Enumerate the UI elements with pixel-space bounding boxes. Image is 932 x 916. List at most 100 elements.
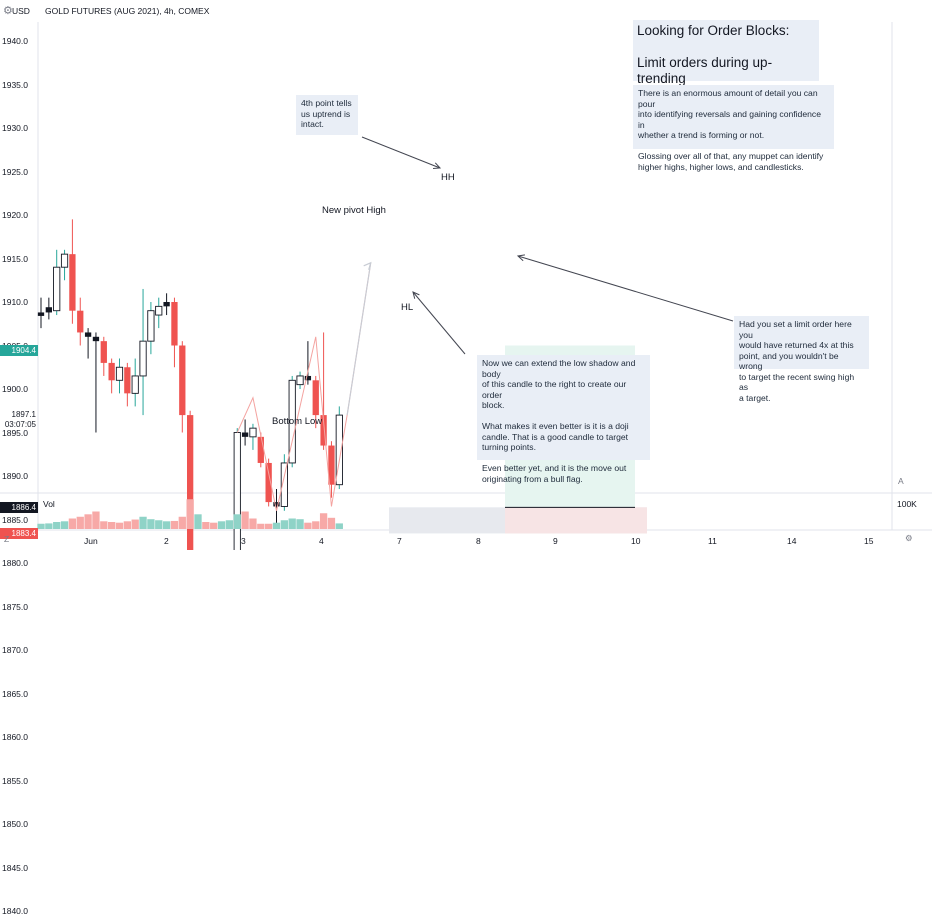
- time-tick-label: 11: [708, 536, 717, 546]
- volume-bar: [233, 514, 241, 529]
- price-tick-label: 1860.0: [2, 732, 28, 742]
- volume-bar: [265, 523, 273, 529]
- volume-bar: [108, 522, 116, 529]
- candle-body: [60, 253, 69, 268]
- label-new-pivot-high: New pivot High: [322, 205, 386, 216]
- candle-body: [312, 380, 319, 416]
- fourth-point-annotation[interactable]: 4th point tells us uptrend is intact.: [296, 95, 358, 135]
- price-tick-label: 1925.0: [2, 166, 28, 177]
- limit-order-annotation[interactable]: Had you set a limit order here you would…: [734, 316, 869, 403]
- label-hh: HH: [441, 172, 455, 183]
- volume-bar: [147, 519, 155, 529]
- time-tick-label: Jun: [84, 536, 98, 546]
- volume-bar: [288, 518, 296, 529]
- candle-body: [273, 502, 280, 507]
- candle-body: [328, 445, 335, 485]
- arrow-to-candle-head: [516, 254, 525, 262]
- volume-bar: [210, 522, 218, 529]
- volume-bar: [84, 514, 92, 529]
- price-tick-label: 1920.0: [2, 210, 28, 220]
- order-block-annotation[interactable]: Now we can extend the low shadow and bod…: [477, 355, 650, 484]
- settings-gear-icon[interactable]: ⚙: [3, 5, 13, 17]
- time-tick-label: 4: [319, 536, 324, 546]
- volume-bar: [100, 521, 108, 529]
- candle-body: [147, 310, 155, 342]
- volume-bar: [123, 521, 131, 529]
- countdown-timer-label: 03:07:05: [4, 419, 36, 429]
- candle-body: [124, 367, 131, 394]
- price-tick-label: 1900.0: [2, 384, 28, 394]
- candle-body: [265, 462, 272, 503]
- candle-body: [304, 375, 312, 381]
- price-tick-label: 1930.0: [2, 123, 28, 133]
- volume-bar: [312, 521, 320, 529]
- volume-bar: [194, 514, 202, 529]
- price-tick-label: 1935.0: [2, 79, 28, 90]
- label-bottom-low: Bottom Low: [272, 416, 323, 427]
- volume-bar: [162, 521, 171, 529]
- auto-scale-toggle[interactable]: A: [898, 476, 904, 486]
- timezone-toggle[interactable]: Z: [4, 534, 10, 544]
- price-tick-label: 1885.0: [2, 514, 28, 525]
- candle-body: [77, 310, 84, 333]
- arrow-to-order-block: [412, 291, 466, 355]
- volume-bar: [76, 516, 84, 529]
- candle-body: [45, 307, 52, 313]
- trend-path: [236, 262, 372, 511]
- time-tick-label: 2: [164, 536, 169, 546]
- volume-bar: [170, 520, 179, 529]
- price-chart[interactable]: [0, 0, 932, 550]
- volume-bar: [68, 518, 77, 529]
- candle-body: [241, 432, 249, 437]
- volume-bar: [319, 513, 328, 529]
- volume-bar: [186, 499, 194, 529]
- price-tick-label: 1855.0: [2, 775, 28, 786]
- candle-body: [92, 336, 100, 342]
- last-price-badge: 1904.4: [0, 345, 38, 357]
- body-annotation[interactable]: There is an enormous amount of detail yo…: [633, 85, 834, 172]
- candle-body: [187, 415, 194, 550]
- volume-bar: [115, 522, 124, 529]
- volume-bar: [202, 522, 210, 529]
- title-annotation[interactable]: Looking for Order Blocks: Limit orders d…: [633, 20, 819, 102]
- volume-bar: [304, 522, 312, 529]
- candle-body: [233, 432, 241, 550]
- time-tick-label: 3: [241, 536, 246, 546]
- projection-line: [346, 262, 372, 416]
- volume-bar: [37, 523, 45, 529]
- line-level-badge: 1886.4: [0, 501, 38, 513]
- candle-body: [320, 415, 327, 446]
- volume-bar: [155, 520, 163, 529]
- volume-bar: [53, 522, 61, 529]
- currency-label: USD: [12, 6, 30, 16]
- candle-body: [335, 414, 343, 486]
- volume-bar: [241, 511, 249, 529]
- volume-bar: [296, 519, 304, 529]
- time-tick-label: 7: [397, 536, 402, 546]
- arrow-to-order-block-head: [412, 291, 420, 299]
- zone-level-badge: 1883.4: [0, 527, 38, 539]
- candle-body: [171, 302, 178, 346]
- candle-body: [288, 379, 296, 464]
- price-tick-label: 1840.0: [2, 906, 28, 916]
- price-tick-label: 1870.0: [2, 645, 28, 655]
- vol-label: Vol: [43, 499, 55, 509]
- arrow-to-hh: [361, 136, 441, 169]
- symbol-title[interactable]: GOLD FUTURES (AUG 2021), 4h, COMEX: [45, 6, 210, 16]
- settings-icon[interactable]: ⚙: [905, 533, 913, 543]
- price-tick-label: 1850.0: [2, 819, 28, 829]
- price-tick-label: 1880.0: [2, 558, 28, 568]
- candle-body: [155, 305, 163, 316]
- arrow-to-hh-head: [432, 162, 442, 170]
- candle-body: [296, 375, 304, 386]
- candle-body: [280, 462, 288, 507]
- volume-bar: [45, 523, 53, 529]
- volume-bar: [280, 520, 288, 529]
- candle-body: [53, 266, 61, 312]
- price-tick-label: 1910.0: [2, 297, 28, 307]
- volume-bar: [92, 511, 100, 529]
- time-tick-label: 9: [553, 536, 558, 546]
- candle-body: [139, 340, 147, 377]
- volume-bar: [225, 520, 234, 529]
- volume-bar: [327, 517, 336, 529]
